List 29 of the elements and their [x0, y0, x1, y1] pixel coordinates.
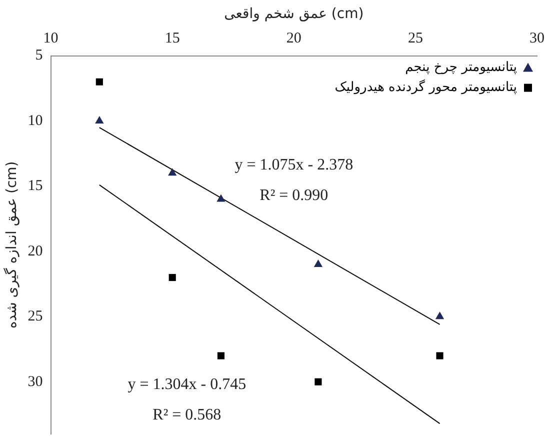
legend-label: پتانسیومتر محور گردنده هیدرولیک — [334, 79, 518, 96]
x-tick-label: 25 — [408, 30, 423, 47]
point — [436, 352, 444, 360]
y-axis-title: عمق اندازه گیری شده (cm) — [3, 161, 20, 329]
annotation: R² = 0.568 — [152, 406, 222, 424]
point — [96, 78, 103, 86]
y-tick-label: 10 — [28, 112, 43, 129]
point — [95, 116, 104, 124]
point — [216, 194, 226, 202]
point — [435, 312, 444, 320]
y-tick-label: 20 — [28, 243, 43, 260]
y-tick-label: 15 — [28, 178, 43, 194]
x-tick-label: 30 — [530, 30, 544, 47]
y-tick-label: 5 — [35, 48, 43, 64]
y-tick-label: 30 — [28, 374, 43, 390]
x-tick-label: 20 — [286, 30, 302, 47]
point — [314, 259, 323, 267]
annotation: y = 1.075x - 2.378 — [234, 156, 354, 174]
x-tick-label: 15 — [164, 30, 180, 47]
annotation: y = 1.304x - 0.745 — [128, 376, 246, 394]
x-axis-title: عمق شخم واقعی (cm) — [224, 6, 364, 22]
x-tick-label: 10 — [43, 30, 58, 47]
point — [314, 378, 322, 386]
point — [168, 274, 176, 282]
y-tick-label: 25 — [28, 308, 43, 325]
legend-label: پتانسیومتر چرخ پنجم — [405, 60, 518, 76]
annotation: R² = 0.990 — [260, 186, 328, 204]
point — [217, 352, 225, 360]
point — [168, 168, 177, 176]
